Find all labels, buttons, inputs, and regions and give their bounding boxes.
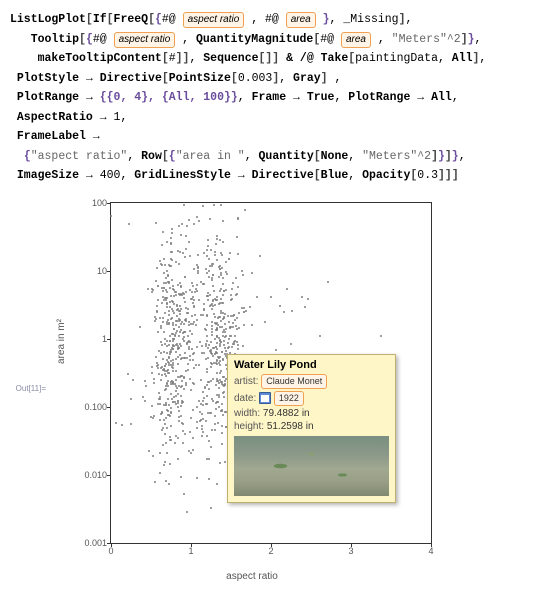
tooltip-width: 79.4882 in (263, 408, 310, 419)
key-area: area (286, 12, 316, 28)
y-tick-label: 100 (92, 198, 111, 208)
code-input-cell: ListLogPlot[If[FreeQ[{#@ aspect ratio , … (10, 10, 540, 186)
output-cell: Out[11]= area in m² 0.0010.0100.10011010… (10, 194, 540, 584)
x-tick-label: 3 (348, 543, 353, 556)
x-tick-label: 2 (268, 543, 273, 556)
y-tick-label: 0.001 (84, 538, 111, 548)
key-aspect-ratio: aspect ratio (183, 12, 245, 28)
artist-chip[interactable]: Claude Monet (261, 374, 327, 389)
out-label: Out[11]= (10, 384, 46, 393)
x-tick-label: 4 (428, 543, 433, 556)
x-axis-label: aspect ratio (52, 571, 452, 582)
fn-listlogplot: ListLogPlot (10, 13, 86, 26)
x-tick-label: 1 (188, 543, 193, 556)
y-tick-label: 1 (102, 334, 111, 344)
y-tick-label: 10 (97, 266, 111, 276)
tooltip-height: 51.2598 in (267, 421, 314, 432)
list-log-plot[interactable]: area in m² 0.001 0.010 0.100 1 10 100 0 1 2 3 4 as… (52, 194, 452, 584)
painting-tooltip: Water Lily Pond artist: Claude Monet dat… (227, 354, 396, 503)
tooltip-title: Water Lily Pond (234, 359, 389, 371)
y-axis-label: area in m² (56, 319, 67, 364)
y-tick-label: 0.100 (84, 402, 111, 412)
y-tick-label: 0.010 (84, 470, 111, 480)
x-tick-label: 0 (108, 543, 113, 556)
painting-thumbnail (234, 436, 389, 496)
date-chip[interactable]: 1922 (274, 391, 304, 406)
calendar-icon (259, 392, 271, 404)
